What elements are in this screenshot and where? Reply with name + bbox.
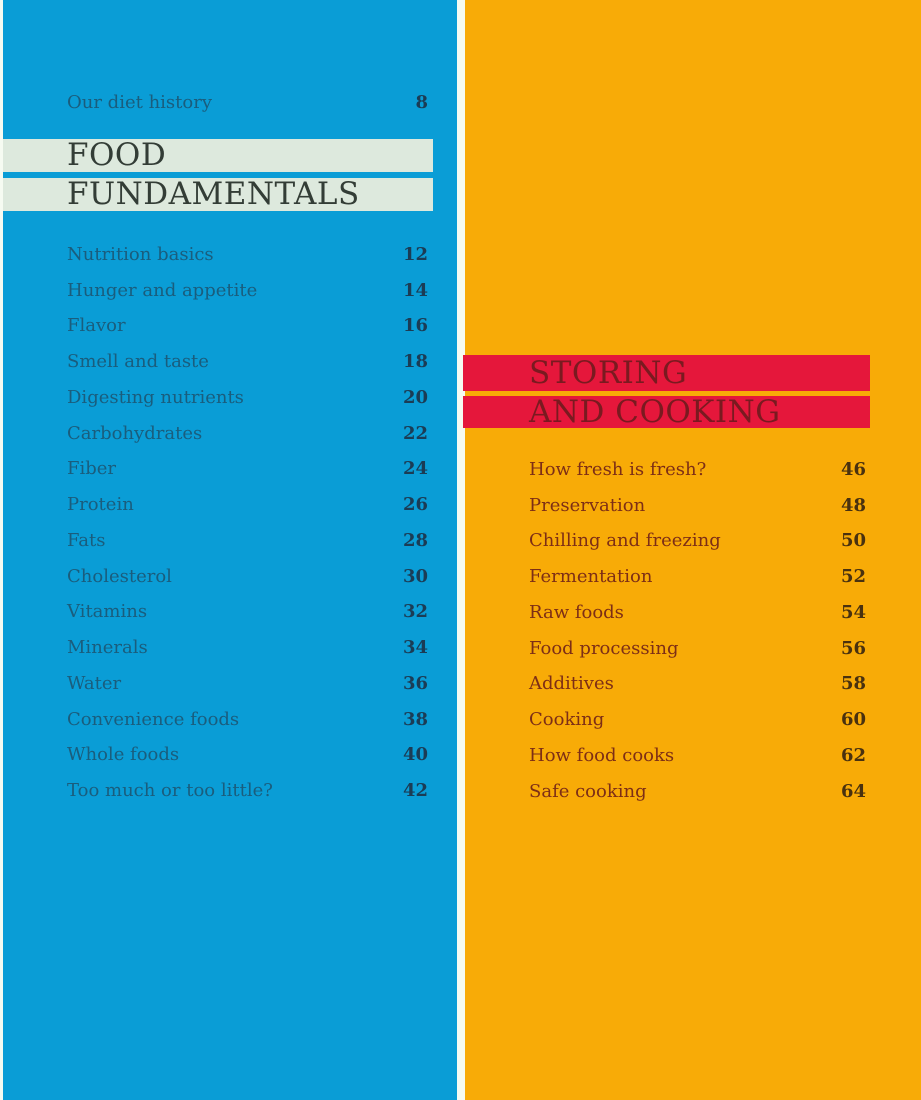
toc-entry: Flavor 16: [67, 309, 428, 345]
toc-entry-label: Water: [67, 672, 122, 694]
toc-entry-page: 30: [402, 565, 428, 587]
toc-entry-label: How fresh is fresh?: [529, 458, 707, 480]
toc-entry-page: 12: [402, 243, 428, 265]
section-title-text: AND COOKING: [529, 393, 781, 430]
toc-entry: Hunger and appetite 14: [67, 273, 428, 309]
toc-entry-label: Preservation: [529, 494, 646, 516]
toc-entry-page: 36: [402, 672, 428, 694]
toc-entry-label: Chilling and freezing: [529, 530, 721, 552]
toc-entry: Cooking 60: [529, 702, 866, 738]
toc-entry-label: How food cooks: [529, 744, 675, 766]
toc-entry-label: Cholesterol: [67, 565, 172, 587]
toc-entry: Raw foods 54: [529, 595, 866, 631]
toc-entry: How fresh is fresh? 46: [529, 452, 866, 488]
toc-entry: Convenience foods 38: [67, 702, 428, 738]
toc-entry-label: Food processing: [529, 637, 679, 659]
toc-entry-page: 34: [402, 637, 428, 659]
section-title-fundamentals: FUNDAMENTALS: [3, 178, 433, 211]
section-title-food: FOOD: [3, 139, 433, 172]
toc-entry-label: Whole foods: [67, 744, 180, 766]
toc-entry-page: 58: [840, 673, 866, 695]
left-intro-list: Our diet history 8: [67, 85, 428, 121]
section-title-text: FOOD: [67, 137, 167, 173]
toc-entry: Chilling and freezing 50: [529, 524, 866, 560]
toc-entry: Smell and taste 18: [67, 344, 428, 380]
toc-entry: Cholesterol 30: [67, 559, 428, 595]
toc-entry-label: Smell and taste: [67, 351, 209, 373]
toc-entry-label: Hunger and appetite: [67, 279, 258, 301]
toc-entry: Safe cooking 64: [529, 774, 866, 810]
toc-entry-label: Fats: [67, 529, 106, 551]
toc-entry-page: 42: [402, 780, 428, 802]
toc-entry-label: Our diet history: [67, 91, 212, 113]
toc-entry-label: Safe cooking: [529, 780, 647, 802]
toc-entry-label: Cooking: [529, 709, 605, 731]
toc-entry-page: 56: [840, 637, 866, 659]
toc-entry-label: Vitamins: [67, 601, 148, 623]
toc-entry-label: Fiber: [67, 458, 117, 480]
toc-entry-page: 28: [402, 529, 428, 551]
toc-entry-label: Minerals: [67, 637, 148, 659]
toc-entry-page: 40: [402, 744, 428, 766]
storing-cooking-toc-list: How fresh is fresh? 46 Preservation 48 Chill…: [529, 452, 866, 810]
toc-entry-label: Carbohydrates: [67, 422, 203, 444]
toc-entry-page: 20: [402, 386, 428, 408]
section-title-text: STORING: [529, 354, 688, 391]
toc-entry: Protein 26: [67, 487, 428, 523]
toc-entry-page: 38: [402, 708, 428, 730]
toc-entry-label: Too much or too little?: [67, 780, 273, 802]
toc-entry: How food cooks 62: [529, 738, 866, 774]
toc-entry-page: 8: [415, 91, 428, 113]
toc-entry: Additives 58: [529, 667, 866, 703]
toc-entry-page: 24: [402, 458, 428, 480]
toc-entry-label: Convenience foods: [67, 708, 240, 730]
toc-entry: Fermentation 52: [529, 559, 866, 595]
toc-entry-page: 52: [840, 566, 866, 588]
toc-entry-label: Digesting nutrients: [67, 386, 244, 408]
toc-entry: Water 36: [67, 666, 428, 702]
toc-entry-page: 26: [402, 494, 428, 516]
toc-entry: Food processing 56: [529, 631, 866, 667]
toc-entry-page: 64: [840, 780, 866, 802]
toc-entry-page: 16: [402, 315, 428, 337]
section-title-storing: STORING: [463, 355, 870, 391]
toc-entry: Our diet history 8: [67, 85, 428, 121]
toc-entry: Fats 28: [67, 523, 428, 559]
toc-entry-page: 22: [402, 422, 428, 444]
toc-entry-label: Raw foods: [529, 601, 624, 623]
toc-entry-label: Flavor: [67, 315, 126, 337]
toc-entry: Vitamins 32: [67, 595, 428, 631]
section-title-text: FUNDAMENTALS: [67, 176, 360, 212]
toc-entry-page: 46: [840, 458, 866, 480]
toc-entry: Whole foods 40: [67, 738, 428, 774]
toc-entry-page: 48: [840, 494, 866, 516]
toc-entry-label: Additives: [529, 673, 614, 695]
toc-entry-page: 18: [402, 351, 428, 373]
toc-entry: Carbohydrates 22: [67, 416, 428, 452]
toc-entry-page: 54: [840, 601, 866, 623]
toc-entry: Too much or too little? 42: [67, 773, 428, 809]
toc-entry: Digesting nutrients 20: [67, 380, 428, 416]
toc-entry-label: Nutrition basics: [67, 243, 214, 265]
right-panel-storing-cooking: [465, 0, 921, 1100]
toc-entry-page: 32: [402, 601, 428, 623]
toc-entry-page: 14: [402, 279, 428, 301]
toc-entry-page: 62: [840, 744, 866, 766]
toc-entry-page: 50: [840, 530, 866, 552]
toc-entry-label: Protein: [67, 494, 134, 516]
toc-entry: Minerals 34: [67, 630, 428, 666]
food-fundamentals-toc-list: Nutrition basics 12 Hunger and appetite 14 F…: [67, 237, 428, 809]
section-title-and-cooking: AND COOKING: [463, 396, 870, 428]
toc-entry-page: 60: [840, 709, 866, 731]
toc-entry: Nutrition basics 12: [67, 237, 428, 273]
toc-entry: Fiber 24: [67, 452, 428, 488]
toc-entry-label: Fermentation: [529, 566, 653, 588]
toc-entry: Preservation 48: [529, 488, 866, 524]
